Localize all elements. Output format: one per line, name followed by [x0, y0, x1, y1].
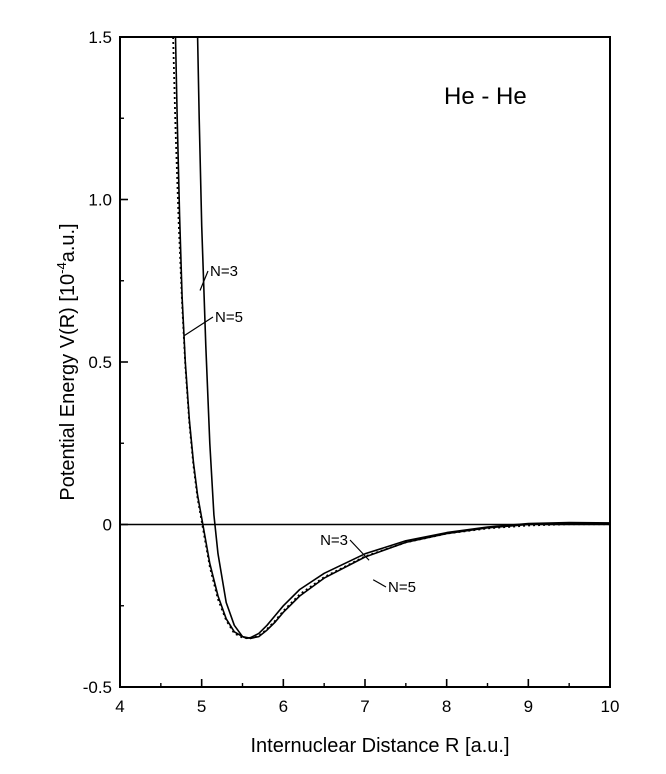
annotation-leader-line — [183, 316, 214, 337]
x-tick-label: 5 — [197, 697, 206, 716]
annotation-label-n3: N=3 — [210, 263, 238, 280]
annotation-label-n5: N=5 — [215, 309, 243, 326]
y-tick-label: 1.5 — [88, 28, 112, 47]
x-tick-label: 9 — [524, 697, 533, 716]
series-line-n5-1 — [174, 37, 610, 640]
annotation-leader-line — [349, 539, 370, 561]
annotation-label-n3: N=3 — [320, 532, 348, 549]
series-line-dotted-reference-2 — [172, 37, 610, 640]
y-axis-label-unit: a.u.] — [57, 223, 79, 262]
curves-group — [172, 37, 610, 640]
x-tick-label: 10 — [601, 697, 620, 716]
plot-frame — [119, 36, 611, 688]
annotation-label-n5: N=5 — [388, 579, 416, 596]
y-axis-label-main: Potential Energy V(R) [10 — [57, 274, 79, 501]
y-axis-label-exponent: -4 — [54, 262, 69, 274]
x-axis-ticks: 4 5 6 7 8 9 10 — [115, 679, 619, 716]
x-tick-label: 7 — [360, 697, 369, 716]
series-line-n3-0 — [196, 37, 610, 640]
x-tick-label: 6 — [279, 697, 288, 716]
chart-title: He - He — [444, 83, 527, 110]
annotations-group: N=3 N=5 N=3 N=5 — [183, 263, 416, 596]
x-tick-label: 4 — [115, 697, 124, 716]
x-tick-label: 8 — [442, 697, 451, 716]
annotation-leader-line — [199, 270, 209, 291]
y-axis-label: Potential Energy V(R) [10-4a.u.] — [54, 223, 79, 500]
y-tick-label: -0.5 — [83, 678, 112, 697]
y-axis-ticks: -0.5 0 0.5 1.0 1.5 — [83, 28, 128, 697]
y-tick-label: 0.5 — [88, 353, 112, 372]
y-tick-label: 0 — [103, 516, 112, 535]
y-tick-label: 1.0 — [88, 191, 112, 210]
annotation-leader-line — [372, 579, 387, 588]
x-axis-label: Internuclear Distance R [a.u.] — [250, 735, 509, 757]
